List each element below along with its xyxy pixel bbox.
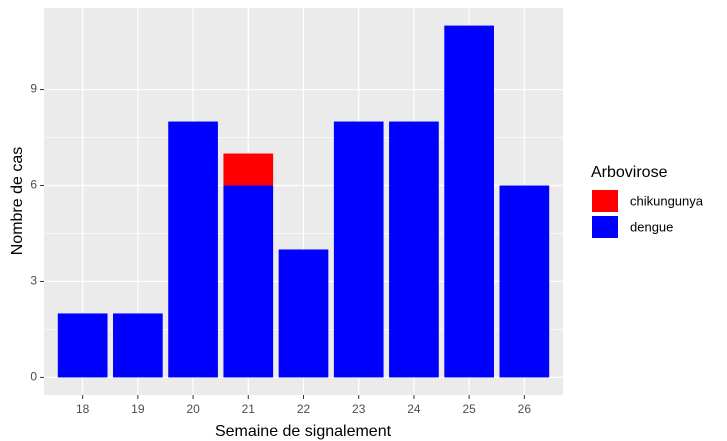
bar-segment [278, 249, 329, 378]
x-tick-label: 23 [352, 402, 366, 416]
bar-segment [389, 121, 439, 378]
x-tick-label: 19 [131, 402, 145, 416]
legend-label: chikungunya [630, 193, 704, 208]
x-tick-label: 26 [518, 402, 532, 416]
x-axis-title: Semaine de signalement [215, 423, 392, 440]
legend-label: dengue [630, 219, 673, 234]
y-tick-label: 9 [30, 82, 37, 96]
legend-key [592, 190, 618, 212]
legend: chikungunya dengue [592, 190, 704, 238]
x-tick-label: 22 [297, 402, 311, 416]
legend-key [592, 216, 618, 238]
bar-segment [499, 185, 550, 378]
y-axis-title: Nombre de cas [9, 147, 26, 256]
y-tick-label: 6 [30, 178, 37, 192]
y-tick-label: 3 [30, 274, 37, 288]
bar-segment [444, 25, 494, 378]
x-tick-label: 24 [407, 402, 421, 416]
x-tick-label: 20 [186, 402, 200, 416]
y-tick-label: 0 [30, 370, 37, 384]
bar-segment [223, 153, 274, 186]
bar-segment [113, 313, 163, 378]
legend-title: Arbovirose [591, 164, 668, 181]
x-tick-label: 25 [462, 402, 476, 416]
bar-segment [333, 121, 384, 378]
bar-segment [57, 313, 108, 378]
x-tick-label: 18 [76, 402, 90, 416]
bars [57, 25, 550, 378]
bar-segment [168, 121, 218, 378]
bar-segment [223, 185, 274, 378]
x-tick-label: 21 [242, 402, 256, 416]
